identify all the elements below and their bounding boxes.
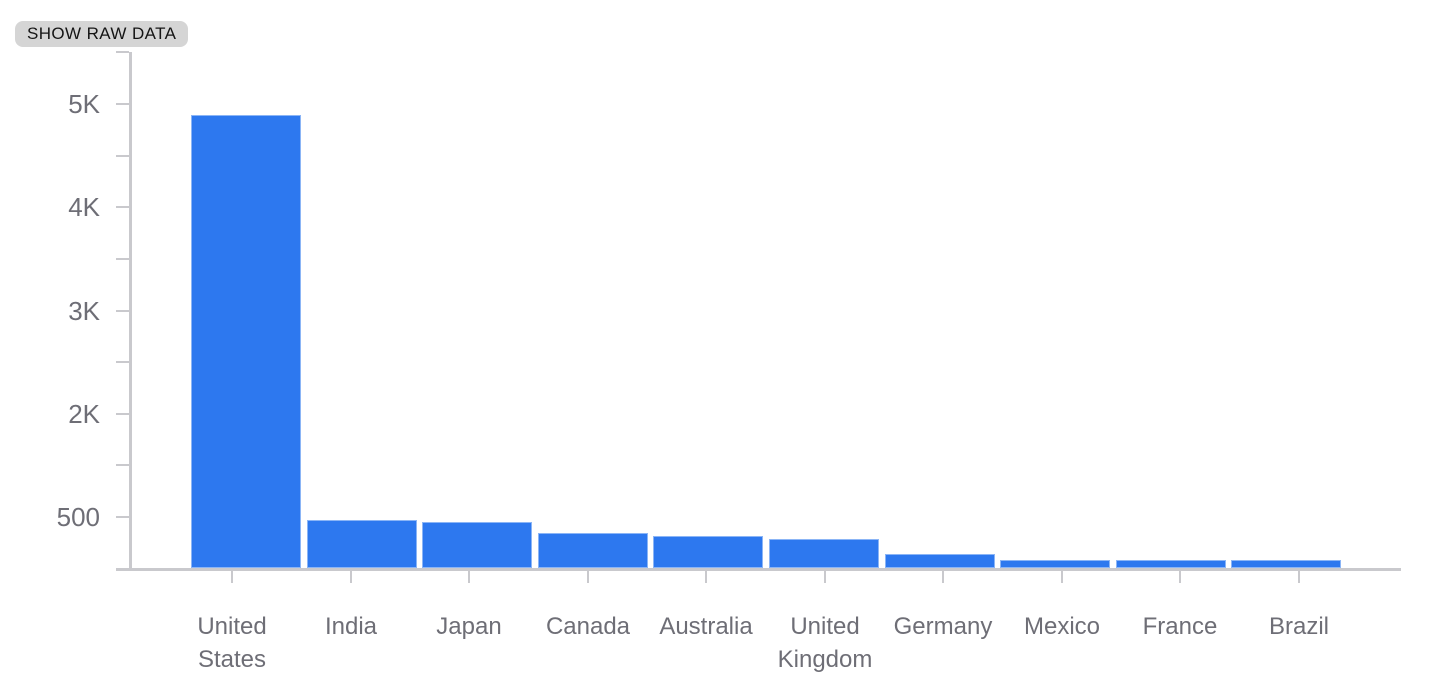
- x-axis-tick: [587, 571, 589, 583]
- bar-germany[interactable]: [885, 554, 995, 568]
- y-axis-minor-tick: [116, 51, 129, 53]
- y-axis-minor-tick: [116, 361, 129, 363]
- y-axis-minor-tick: [116, 464, 129, 466]
- y-axis-tick: [116, 413, 129, 415]
- x-axis-tick: [1179, 571, 1181, 583]
- x-axis-tick: [350, 571, 352, 583]
- x-axis-tick: [231, 571, 233, 583]
- y-axis-tick: [116, 206, 129, 208]
- x-label-india: India: [324, 613, 378, 640]
- x-label-france: France: [1142, 613, 1218, 640]
- bar-france[interactable]: [1116, 560, 1226, 568]
- bar-australia[interactable]: [653, 536, 763, 568]
- x-label-germany: Germany: [893, 613, 993, 640]
- y-axis-label-3k: 3K: [68, 296, 100, 326]
- x-axis-tick: [468, 571, 470, 583]
- x-axis-tick: [1298, 571, 1300, 583]
- x-label-mexico: Mexico: [1023, 613, 1101, 640]
- x-label-united-kingdom: United Kingdom: [777, 613, 873, 673]
- y-axis-tick: [116, 310, 129, 312]
- y-axis-label-2k: 2K: [68, 399, 100, 429]
- x-label-japan: Japan: [436, 613, 502, 640]
- y-axis-line: [129, 52, 132, 571]
- bar-mexico[interactable]: [1000, 560, 1110, 568]
- bar-india[interactable]: [307, 520, 417, 568]
- x-axis-tick: [705, 571, 707, 583]
- y-axis-label-5k: 5K: [68, 89, 100, 119]
- x-label-brazil: Brazil: [1268, 613, 1329, 640]
- bar-brazil[interactable]: [1231, 560, 1341, 568]
- x-axis-tick: [1061, 571, 1063, 583]
- y-axis-label-500: 500: [56, 502, 100, 532]
- y-axis-tick: [116, 516, 129, 518]
- x-axis-tick: [824, 571, 826, 583]
- y-axis-minor-tick: [116, 258, 129, 260]
- bar-canada[interactable]: [538, 533, 648, 568]
- x-axis-tick: [942, 571, 944, 583]
- y-axis-minor-tick: [116, 155, 129, 157]
- show-raw-data-button[interactable]: SHOW RAW DATA: [15, 21, 189, 47]
- bar-japan[interactable]: [422, 522, 532, 568]
- bar-united-kingdom[interactable]: [769, 539, 879, 568]
- x-label-united-states: United States: [197, 613, 267, 673]
- x-label-australia: Australia: [659, 613, 753, 640]
- y-axis-tick: [116, 103, 129, 105]
- y-axis-label-4k: 4K: [68, 192, 100, 222]
- x-label-canada: Canada: [545, 613, 631, 640]
- x-axis-line: [116, 568, 1401, 571]
- bar-united-states[interactable]: [191, 115, 301, 568]
